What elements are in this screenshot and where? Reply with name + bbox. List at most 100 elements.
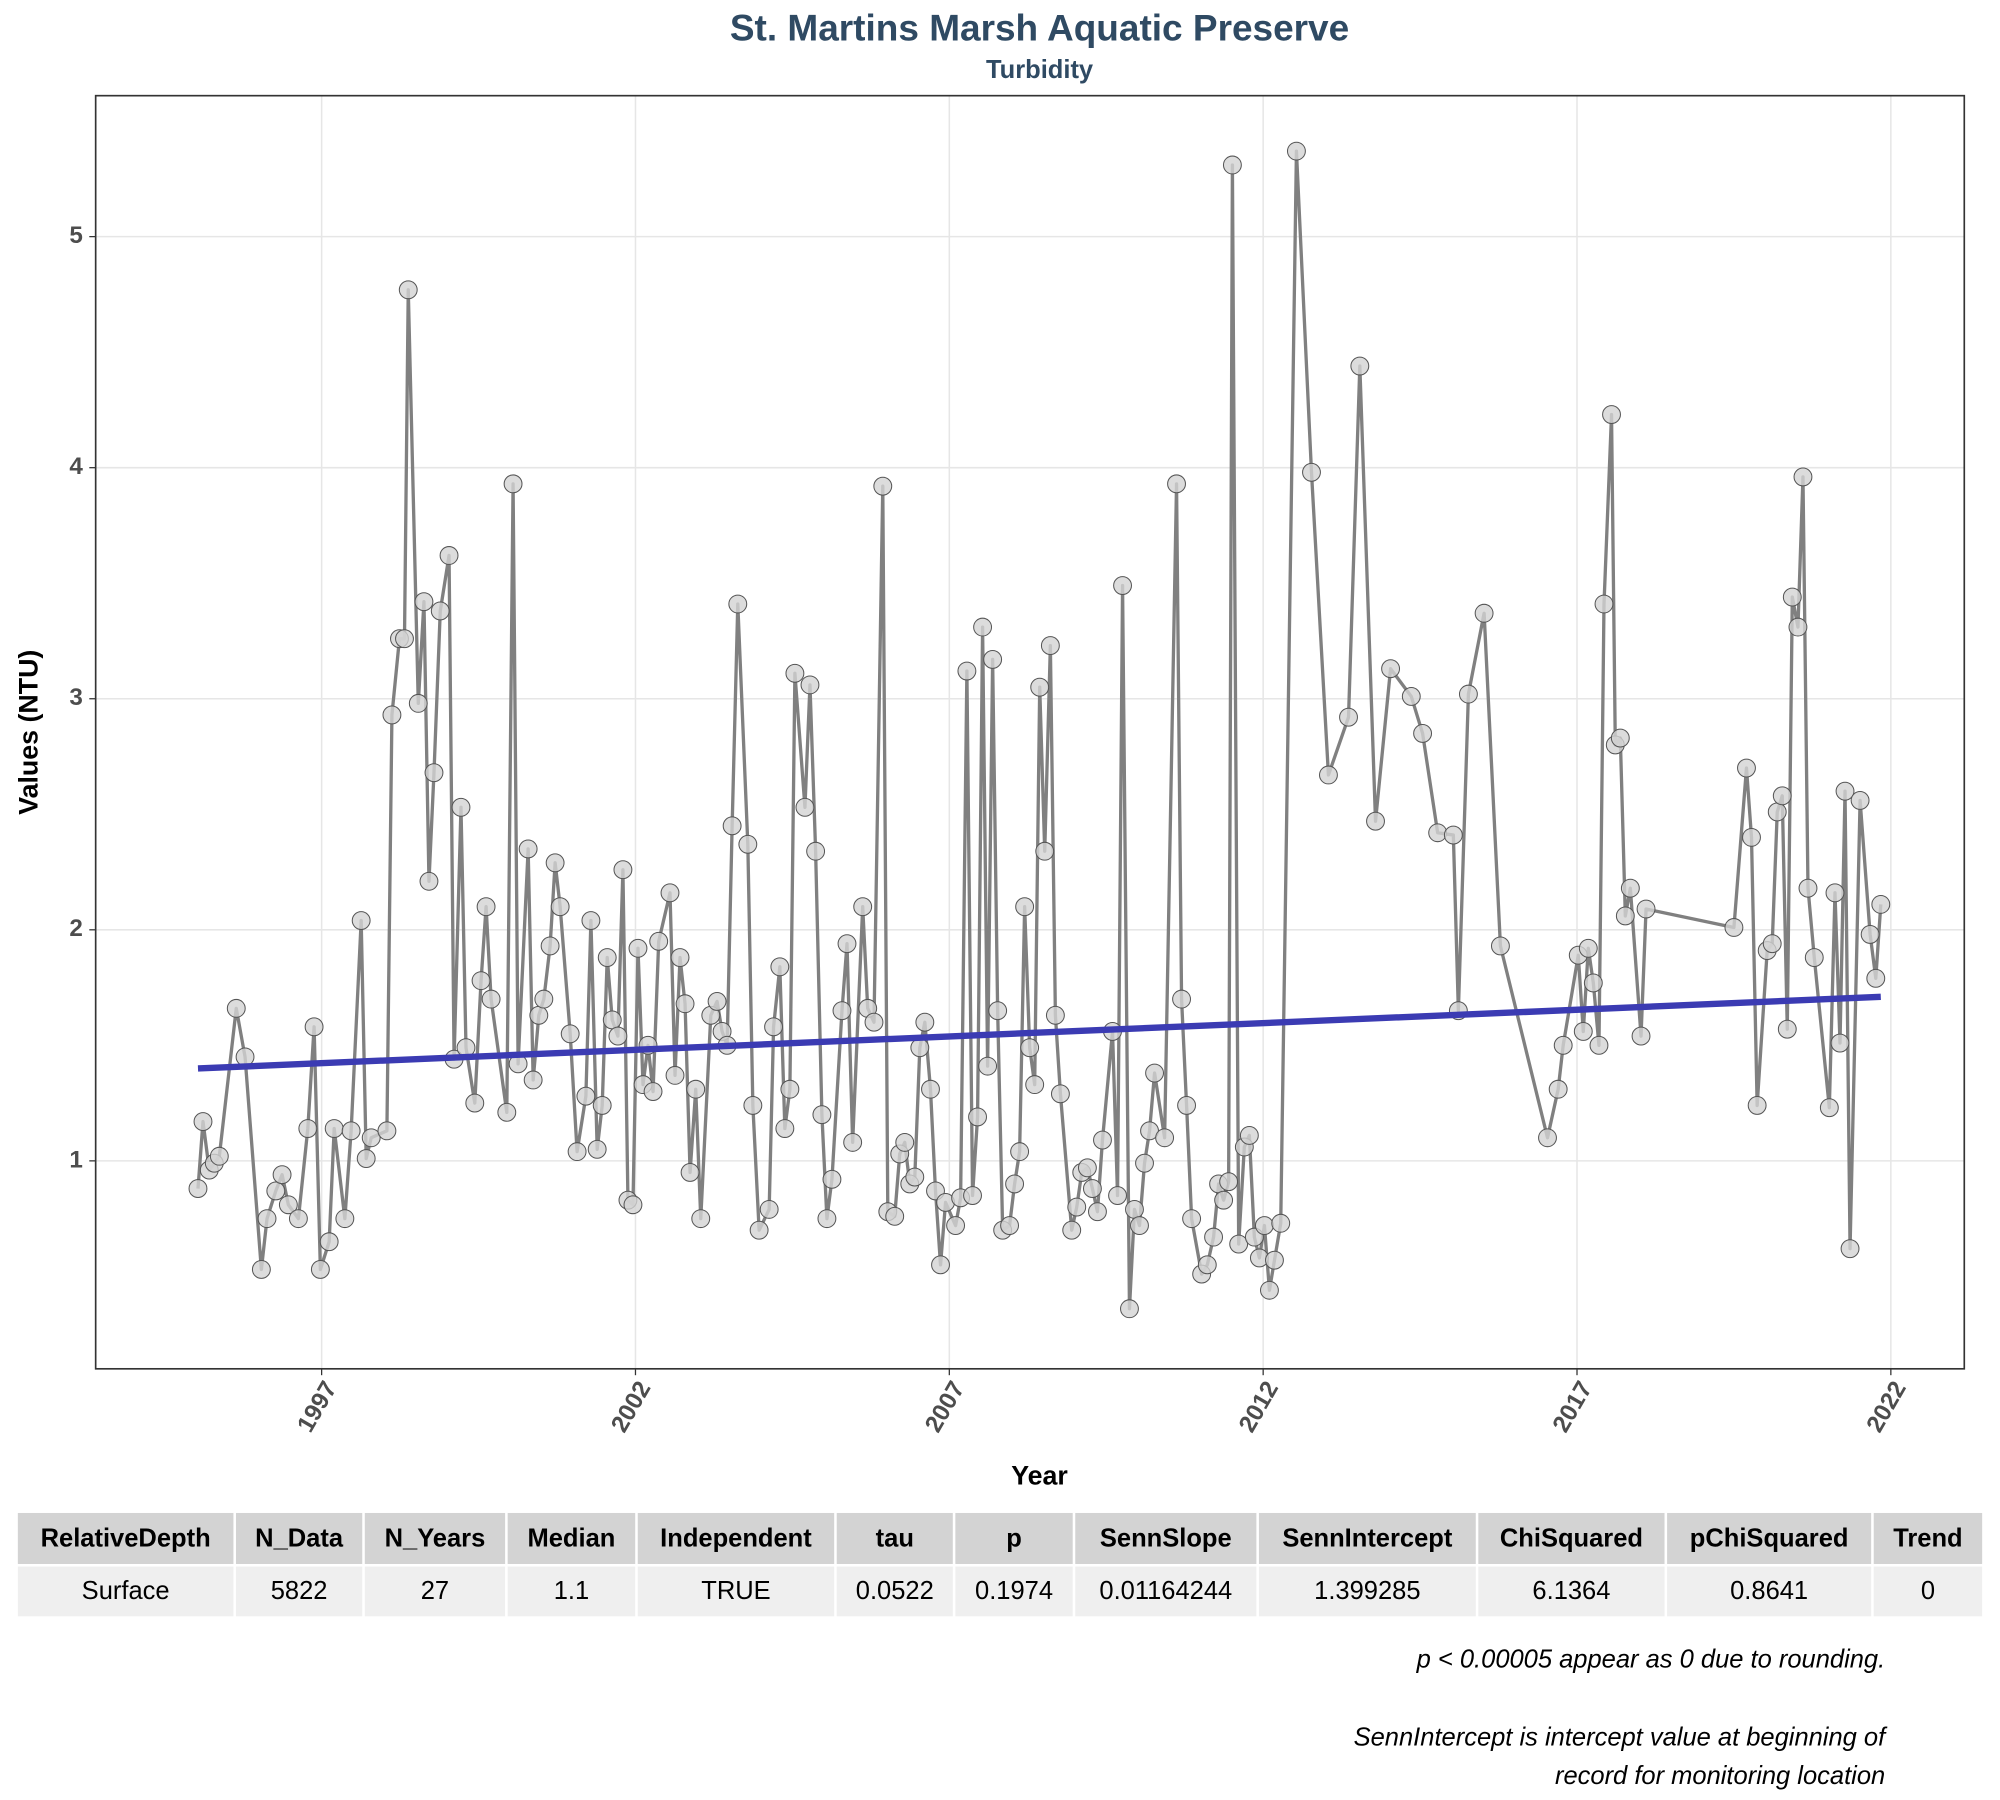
data-point: [1788, 617, 1808, 637]
data-point: [895, 1132, 915, 1152]
header-cell: [1075, 1512, 1257, 1564]
data-point: [1040, 636, 1060, 656]
data-point: [1265, 1250, 1284, 1270]
data-point: [1413, 723, 1433, 743]
header-cell: [17, 1512, 234, 1564]
data-point: [1286, 141, 1306, 161]
cell-text: 0.0522: [856, 1577, 934, 1605]
data-point: [587, 1139, 607, 1159]
data-point: [481, 989, 501, 1009]
data-point: [341, 1121, 361, 1141]
data-point: [1793, 467, 1813, 487]
data-point: [523, 1070, 543, 1090]
data-point: [1271, 1213, 1291, 1233]
trend-line: [197, 993, 1881, 1072]
data-point: [1381, 659, 1401, 679]
data-point: [1835, 781, 1855, 801]
data-point: [1583, 973, 1603, 993]
data-point: [602, 1010, 622, 1030]
data-point: [983, 650, 1003, 669]
data-point: [806, 841, 826, 861]
data-point: [728, 594, 748, 614]
data-point: [978, 1056, 998, 1076]
data-point: [1804, 948, 1824, 967]
header-cell: [1873, 1512, 1983, 1564]
header-cell: [637, 1512, 835, 1564]
table-cell: [637, 1566, 835, 1617]
data-point: [251, 1260, 271, 1279]
plot-border: [94, 94, 1966, 1370]
table-cell: [364, 1566, 506, 1617]
data-point: [278, 1195, 298, 1215]
data-point: [915, 1012, 935, 1032]
data-point: [395, 629, 414, 649]
data-point: [1458, 684, 1478, 704]
data-point: [1602, 405, 1621, 424]
data-point: [885, 1206, 905, 1226]
data-point: [257, 1209, 277, 1229]
data-point: [1020, 1038, 1040, 1058]
data-point: [812, 1105, 832, 1125]
data-point: [832, 1001, 852, 1021]
data-point: [1747, 1095, 1767, 1115]
data-point: [864, 1012, 884, 1032]
data-point: [310, 1260, 330, 1279]
data-point: [1082, 1179, 1102, 1199]
data-point: [408, 693, 428, 713]
data-point: [298, 1119, 318, 1138]
data-point: [1474, 603, 1494, 623]
data-point: [988, 1001, 1008, 1021]
data-point: [1610, 728, 1630, 748]
data-point: [873, 476, 893, 496]
data-point: [843, 1132, 863, 1152]
y-tick-label: 4: [69, 453, 83, 480]
footnote: SennIntercept is intercept value at begi…: [1354, 1724, 1888, 1752]
header-cell: [507, 1512, 636, 1564]
data-point: [465, 1093, 485, 1113]
column-header: N_Data: [255, 1524, 344, 1552]
data-point: [675, 994, 695, 1014]
table-cell: [1873, 1566, 1983, 1617]
data-point: [597, 948, 617, 967]
header-cell: [364, 1512, 506, 1564]
data-point: [1222, 155, 1242, 175]
column-header: Trend: [1893, 1524, 1962, 1552]
column-header: tau: [876, 1524, 914, 1552]
data-point: [785, 663, 805, 683]
data-point: [272, 1165, 292, 1185]
data-point: [1108, 1186, 1127, 1205]
data-point: [193, 1112, 213, 1132]
data-point: [1578, 938, 1598, 958]
data-point: [764, 1017, 784, 1037]
table-cell: [1075, 1566, 1257, 1617]
data-point: [529, 1005, 549, 1025]
data-point: [1840, 1239, 1860, 1259]
y-tick-label: 5: [69, 222, 82, 249]
data-point: [1850, 790, 1870, 810]
data-point: [567, 1142, 587, 1162]
data-point: [628, 938, 648, 958]
data-point: [1177, 1095, 1197, 1115]
data-point: [503, 474, 523, 494]
data-point: [1229, 1234, 1249, 1254]
table-cell: [1258, 1566, 1476, 1617]
data-point: [1319, 765, 1338, 785]
data-point: [1553, 1035, 1573, 1055]
data-point: [1825, 883, 1845, 903]
data-point: [1636, 899, 1656, 919]
data-point: [1172, 989, 1191, 1009]
data-point: [1767, 802, 1787, 822]
x-tick-label: 2017: [1548, 1377, 1598, 1437]
data-point: [963, 1186, 982, 1205]
data-point: [1062, 1220, 1082, 1240]
data-point: [968, 1107, 988, 1127]
data-point: [722, 816, 742, 836]
cell-text: 0.8641: [1730, 1577, 1808, 1605]
data-point: [686, 1079, 706, 1099]
data-point: [1120, 1299, 1139, 1319]
data-point: [608, 1026, 628, 1046]
column-header: SennIntercept: [1282, 1524, 1453, 1552]
data-point: [738, 834, 758, 854]
data-point: [592, 1095, 612, 1115]
data-point: [1548, 1079, 1568, 1099]
